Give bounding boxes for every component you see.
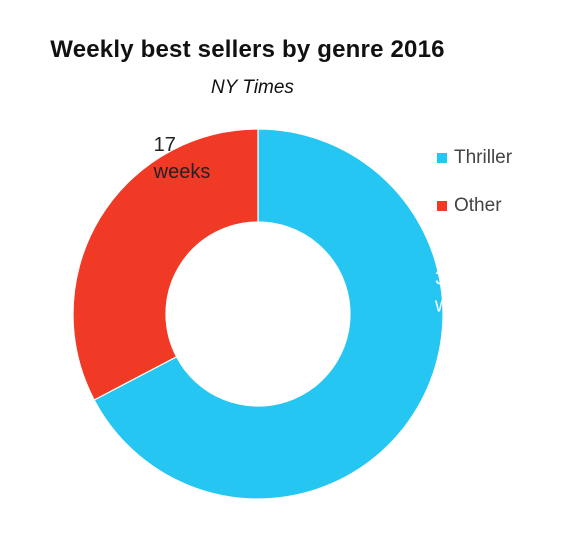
slice-label-thriller: 35 weeks — [434, 268, 492, 317]
legend-item-thriller[interactable]: Thriller — [437, 146, 512, 170]
chart-title: Weekly best sellers by genre 2016 — [50, 36, 445, 63]
slice-thriller[interactable] — [93, 128, 444, 500]
chart-legend: Thriller Other — [437, 146, 512, 242]
slice-label-other: 17 weeks — [153, 134, 211, 183]
legend-swatch-other — [437, 201, 447, 211]
legend-label-other: Other — [454, 195, 502, 216]
slice-other[interactable] — [72, 128, 259, 401]
chart-subtitle: NY Times — [211, 77, 294, 98]
legend-item-other[interactable]: Other — [437, 194, 512, 218]
legend-swatch-thriller — [437, 153, 447, 163]
legend-label-thriller: Thriller — [454, 147, 513, 168]
